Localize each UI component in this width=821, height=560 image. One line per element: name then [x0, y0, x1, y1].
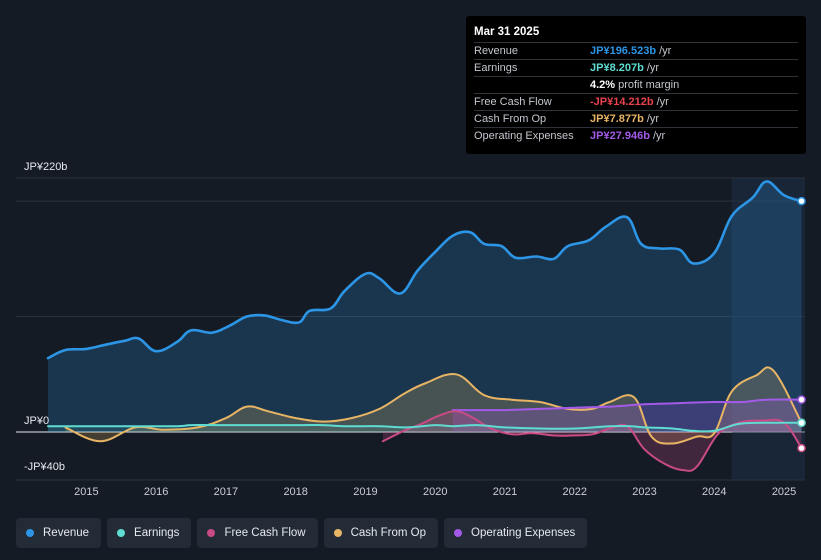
- tooltip-unit: /yr: [646, 113, 660, 125]
- data-tooltip: Mar 31 2025 Revenue JP¥196.523b /yr Earn…: [466, 16, 806, 154]
- chart-grid: [16, 177, 805, 481]
- tooltip-row-earnings: Earnings JP¥8.207b /yr: [474, 59, 798, 76]
- tooltip-unit: /yr: [646, 62, 660, 74]
- opex-line: [451, 398, 803, 412]
- series-lines: [46, 180, 803, 472]
- tooltip-unit: /yr: [652, 130, 666, 142]
- forecast-region: [731, 178, 805, 480]
- x-axis-label: 2020: [423, 486, 447, 498]
- tooltip-value: JP¥7.877b: [590, 113, 644, 125]
- tooltip-label: [474, 77, 590, 93]
- tooltip-value: JP¥27.946b: [590, 130, 650, 142]
- revenue-endpoint: [797, 196, 806, 206]
- legend-item-revenue[interactable]: Revenue: [16, 518, 102, 548]
- tooltip-row-cfo: Cash From Op JP¥7.877b /yr: [474, 110, 798, 127]
- fcf-endpoint: [797, 443, 806, 453]
- earnings-dot-icon: [117, 529, 126, 537]
- x-axis-label: 2024: [702, 486, 726, 498]
- legend-label: Cash From Op: [350, 527, 427, 539]
- x-axis-label: 2016: [144, 486, 168, 498]
- cfo-line: [64, 366, 803, 445]
- legend-label: Free Cash Flow: [224, 527, 306, 539]
- fcf-area: [382, 411, 802, 471]
- opex-dot-icon: [454, 529, 463, 537]
- earnings-area: [48, 422, 802, 432]
- y-axis-label: JP¥0: [24, 415, 49, 427]
- earnings-line: [47, 421, 803, 433]
- y-axis-labels: JP¥220b JP¥0 -JP¥40b: [24, 161, 67, 473]
- revenue-area: [48, 181, 802, 432]
- y-axis-label: JP¥220b: [24, 161, 67, 173]
- tooltip-value: JP¥196.523b: [590, 45, 657, 57]
- x-axis-label: 2015: [74, 486, 98, 498]
- revenue-dot-icon: [26, 529, 34, 537]
- tooltip-label: Cash From Op: [474, 113, 547, 125]
- x-axis-labels: 2015 2016 2017 2018 2019 2020 2021 2022 2023 2024…: [74, 486, 796, 498]
- x-axis-label: 2017: [214, 486, 238, 498]
- tooltip-label: Operating Expenses: [474, 130, 574, 142]
- opex-endpoint: [797, 395, 806, 404]
- x-axis-label: 2023: [632, 486, 656, 498]
- tooltip-value: -JP¥14.212b: [590, 96, 654, 108]
- legend-item-opex[interactable]: Operating Expenses: [444, 518, 588, 548]
- cfo-dot-icon: [333, 529, 342, 537]
- tooltip-unit: /yr: [656, 96, 669, 108]
- revenue-line: [46, 180, 803, 360]
- tooltip-row-fcf: Free Cash Flow -JP¥14.212b /yr: [474, 93, 798, 110]
- tooltip-value: JP¥8.207b: [590, 62, 644, 74]
- tooltip-date: Mar 31 2025: [474, 26, 540, 38]
- x-axis-label: 2018: [283, 486, 307, 498]
- legend-item-cfo[interactable]: Cash From Op: [323, 518, 439, 548]
- legend-label: Operating Expenses: [471, 527, 576, 539]
- tooltip-unit: /yr: [659, 45, 672, 57]
- legend-label: Revenue: [43, 527, 90, 539]
- legend-item-fcf[interactable]: Free Cash Flow: [197, 518, 318, 548]
- chart-legend: Revenue Earnings Free Cash Flow Cash Fro…: [16, 518, 593, 548]
- opex-area: [452, 399, 802, 432]
- tooltip-label: Free Cash Flow: [474, 96, 552, 108]
- series-endpoints: [797, 196, 806, 453]
- x-axis-label: 2019: [353, 486, 377, 498]
- legend-label: Earnings: [134, 527, 180, 539]
- y-axis-label: -JP¥40b: [24, 461, 65, 473]
- tooltip-value: 4.2%: [590, 79, 616, 91]
- earnings-endpoint: [797, 418, 806, 428]
- tooltip-unit: profit margin: [618, 79, 680, 91]
- x-axis-label: 2025: [772, 486, 796, 498]
- tooltip-row-opex: Operating Expenses JP¥27.946b /yr: [474, 127, 798, 144]
- series-fills: [48, 181, 802, 471]
- fcf-dot-icon: [207, 529, 216, 537]
- x-axis-label: 2021: [493, 486, 517, 498]
- tooltip-row-profit-margin: 4.2% profit margin: [474, 76, 798, 93]
- tooltip-row-revenue: Revenue JP¥196.523b /yr: [474, 42, 798, 59]
- x-axis-label: 2022: [563, 486, 587, 498]
- legend-item-earnings[interactable]: Earnings: [107, 518, 192, 548]
- forecast-shade: [731, 178, 805, 480]
- tooltip-label: Revenue: [474, 45, 519, 57]
- tooltip-label: Earnings: [474, 62, 518, 74]
